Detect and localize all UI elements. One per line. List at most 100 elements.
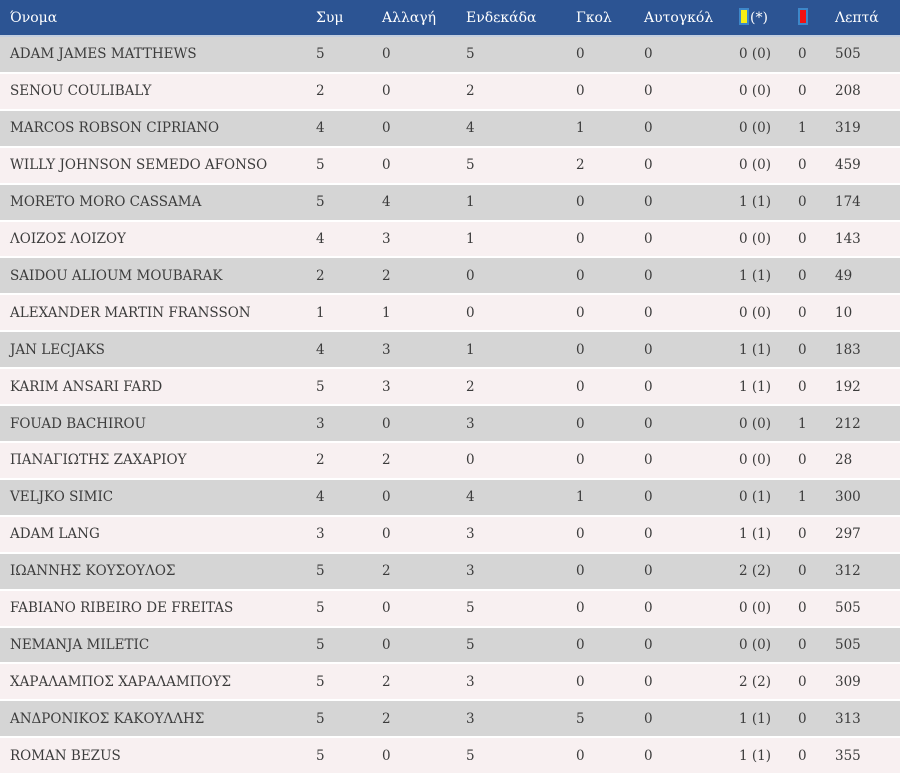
own-goals-value: 0 [644,452,653,469]
yellow-cards-value: 0 (0) [739,230,772,247]
goals-value: 1 [576,120,585,137]
goals-value: 0 [576,526,585,543]
sub-value: 0 [382,600,391,617]
red-cards-value: 0 [798,304,807,321]
starting-value: 5 [466,46,475,63]
player-name-link[interactable]: NEMANJA MILETIC [10,636,150,653]
apps-value: 5 [316,673,325,690]
starting-value: 5 [466,600,475,617]
apps-value: 5 [316,636,325,653]
starting-value: 0 [466,267,475,284]
yellow-cards-value: 0 (0) [739,636,772,653]
player-name-link[interactable]: ΙΩΑΝΝΗΣ ΚΟΥΣΟΥΛΟΣ [10,563,176,580]
minutes-value: 459 [835,157,861,174]
minutes-value: 319 [835,120,861,137]
starting-value: 4 [466,120,475,137]
red-cards-value: 0 [798,194,807,211]
starting-value: 5 [466,747,475,764]
table-row: ROMAN BEZUS 5 0 5 0 0 1 (1) 0 355 [0,738,900,775]
yellow-cards-value: 0 (0) [739,304,772,321]
starting-value: 3 [466,710,475,727]
player-name-link[interactable]: ADAM JAMES MATTHEWS [10,46,197,63]
own-goals-value: 0 [644,230,653,247]
player-name-link[interactable]: ALEXANDER MARTIN FRANSSON [10,304,251,321]
own-goals-value: 0 [644,489,653,506]
red-cards-value: 0 [798,230,807,247]
yellow-cards-value: 0 (0) [739,46,772,63]
yellow-cards-value: 1 (1) [739,526,772,543]
player-name-link[interactable]: FOUAD BACHIROU [10,415,146,432]
minutes-value: 143 [835,230,861,247]
table-row: VELJKO SIMIC 4 0 4 1 0 0 (1) 1 300 [0,479,900,517]
table-header: Όνομα Συμ Αλλαγή Ενδεκάδα Γκολ Αυτογκόλ … [0,0,900,37]
own-goals-value: 0 [644,563,653,580]
red-cards-value: 0 [798,673,807,690]
starting-value: 5 [466,157,475,174]
goals-value: 0 [576,600,585,617]
goals-value: 0 [576,267,585,284]
column-header-own-goals: Αυτογκόλ [644,9,714,26]
red-cards-value: 0 [798,563,807,580]
apps-value: 4 [316,120,325,137]
column-header-minutes: Λεπτά [835,9,879,26]
player-name-link[interactable]: ΧΑΡΑΛΑΜΠΟΣ ΧΑΡΑΛΑΜΠΟΥΣ [10,673,232,690]
yellow-cards-value: 0 (0) [739,157,772,174]
player-name-link[interactable]: FABIANO RIBEIRO DE FREITAS [10,600,234,617]
table-row: MORETO MORO CASSAMA 5 4 1 0 0 1 (1) 0 17… [0,184,900,222]
apps-value: 5 [316,194,325,211]
table-row: JAN LECJAKS 4 3 1 0 0 1 (1) 0 183 [0,332,900,370]
player-name-link[interactable]: SAIDOU ALIOUM MOUBARAK [10,267,223,284]
red-cards-value: 1 [798,415,807,432]
goals-value: 0 [576,230,585,247]
sub-value: 3 [382,230,391,247]
own-goals-value: 0 [644,673,653,690]
player-name-link[interactable]: ROMAN BEZUS [10,747,121,764]
apps-value: 2 [316,267,325,284]
sub-value: 0 [382,415,391,432]
apps-value: 5 [316,710,325,727]
starting-value: 4 [466,489,475,506]
apps-value: 3 [316,415,325,432]
sub-value: 0 [382,636,391,653]
player-name-link[interactable]: ΑΝΔΡΟΝΙΚΟΣ ΚΑΚΟΥΛΛΗΣ [10,710,205,727]
table-row: ΧΑΡΑΛΑΜΠΟΣ ΧΑΡΑΛΑΜΠΟΥΣ 5 2 3 0 0 2 (2) 0… [0,664,900,702]
own-goals-value: 0 [644,710,653,727]
apps-value: 2 [316,452,325,469]
apps-value: 5 [316,157,325,174]
sub-value: 2 [382,673,391,690]
player-name-link[interactable]: KARIM ANSARI FARD [10,378,163,395]
column-header-apps: Συμ [316,9,344,26]
red-cards-value: 0 [798,46,807,63]
player-name-link[interactable]: MARCOS ROBSON CIPRIANO [10,120,220,137]
sub-value: 0 [382,489,391,506]
player-name-link[interactable]: WILLY JOHNSON SEMEDO AFONSO [10,157,268,174]
player-name-link[interactable]: ADAM LANG [10,526,100,543]
goals-value: 5 [576,710,585,727]
table-row: ΙΩΑΝΝΗΣ ΚΟΥΣΟΥΛΟΣ 5 2 3 0 0 2 (2) 0 312 [0,553,900,591]
yellow-cards-value: 1 (1) [739,267,772,284]
apps-value: 5 [316,378,325,395]
apps-value: 3 [316,526,325,543]
red-cards-value: 0 [798,710,807,727]
player-name-link[interactable]: ΛΟΙΖΟΣ ΛΟΙΖΟΥ [10,230,126,247]
player-name-link[interactable]: ΠΑΝΑΓΙΩΤΗΣ ΖΑΧΑΡΙΟΥ [10,452,187,469]
goals-value: 0 [576,83,585,100]
player-name-link[interactable]: JAN LECJAKS [10,341,105,358]
red-cards-value: 0 [798,341,807,358]
table-row: ALEXANDER MARTIN FRANSSON 1 1 0 0 0 0 (0… [0,295,900,333]
minutes-value: 10 [835,304,853,321]
minutes-value: 312 [835,563,861,580]
column-header-red-cards [796,8,832,26]
minutes-value: 208 [835,83,861,100]
own-goals-value: 0 [644,747,653,764]
player-name-link[interactable]: VELJKO SIMIC [10,489,114,506]
starting-value: 1 [466,230,475,247]
starting-value: 0 [466,452,475,469]
player-name-link[interactable]: SENOU COULIBALY [10,83,152,100]
sub-value: 2 [382,452,391,469]
player-name-link[interactable]: MORETO MORO CASSAMA [10,194,202,211]
goals-value: 1 [576,489,585,506]
red-cards-value: 0 [798,83,807,100]
apps-value: 1 [316,304,325,321]
apps-value: 5 [316,563,325,580]
